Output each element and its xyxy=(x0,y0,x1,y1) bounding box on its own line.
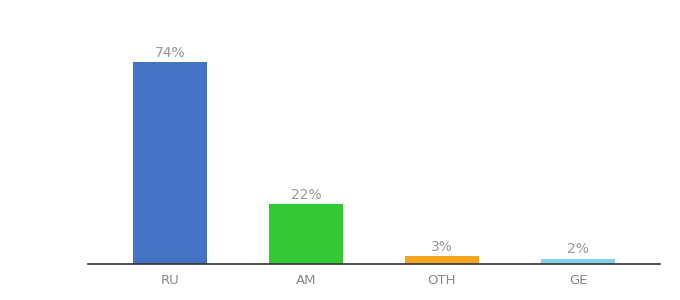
Bar xyxy=(541,259,615,264)
Bar xyxy=(405,256,479,264)
Text: 22%: 22% xyxy=(290,188,322,202)
Text: 3%: 3% xyxy=(431,240,453,254)
Text: 74%: 74% xyxy=(154,46,186,60)
Bar xyxy=(269,204,343,264)
Text: 2%: 2% xyxy=(567,242,589,256)
Bar xyxy=(133,62,207,264)
